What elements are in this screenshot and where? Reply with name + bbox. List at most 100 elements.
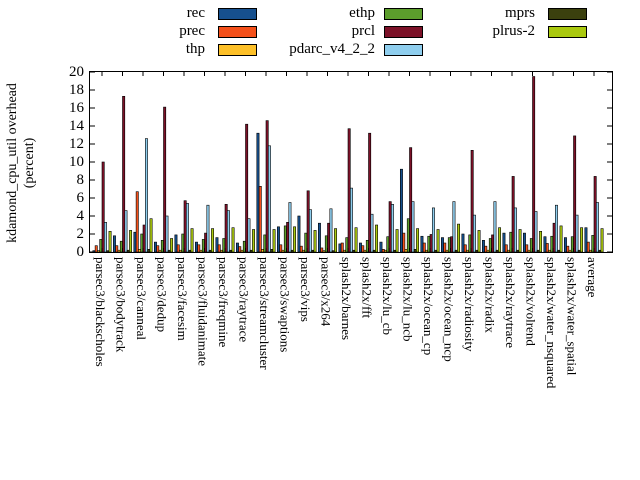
- bar-prcl: [245, 123, 249, 252]
- y-tick-label: 4: [76, 208, 85, 224]
- x-tick-label: parsec3/blackscholes: [93, 257, 108, 367]
- bar-prcl: [163, 106, 167, 252]
- x-tick-label: parsec3/freqmine: [216, 257, 231, 348]
- bar-prcl: [552, 222, 556, 252]
- bar-pdarc_v4_2_2: [411, 201, 415, 252]
- legend-label-prcl: prcl: [351, 23, 375, 39]
- bar-rec: [297, 215, 301, 252]
- bar-mprs: [475, 249, 479, 252]
- bar-rec: [563, 237, 567, 252]
- bar-thp: [322, 250, 326, 252]
- legend-swatch-prcl: [384, 26, 423, 38]
- bar-plrus-2: [170, 238, 174, 252]
- bar-thp: [179, 249, 183, 252]
- bar-prcl: [388, 201, 392, 252]
- bar-pdarc_v4_2_2: [472, 214, 476, 252]
- bar-mprs: [188, 249, 192, 252]
- bar-thp: [363, 249, 367, 252]
- bar-pdarc_v4_2_2: [390, 204, 394, 252]
- bar-prec: [443, 242, 447, 252]
- legend-swatch-plrus2: [548, 26, 587, 38]
- bar-pdarc_v4_2_2: [534, 211, 538, 252]
- legend-swatch-rec: [218, 8, 257, 20]
- y-tick-label: 2: [76, 226, 85, 242]
- bar-prcl: [368, 132, 372, 252]
- bar-mprs: [290, 249, 294, 252]
- bar-prec: [463, 244, 467, 252]
- bar-plrus-2: [498, 227, 501, 252]
- x-tick-label: parsec3/swaptions: [277, 257, 293, 353]
- x-tick-label: splash2x/water_nsquared: [544, 257, 559, 389]
- bar-pdarc_v4_2_2: [513, 207, 517, 252]
- bar-plrus-2: [539, 231, 542, 252]
- bar-thp: [220, 249, 223, 252]
- bar-prcl: [101, 161, 105, 252]
- bar-plrus-2: [354, 227, 358, 252]
- bar-prec: [217, 244, 221, 252]
- bar-pdarc_v4_2_2: [288, 202, 292, 252]
- bar-thp: [548, 249, 551, 252]
- legend-label-rec: rec: [186, 5, 205, 21]
- legend-swatch-prec: [218, 26, 257, 38]
- bar-pdarc_v4_2_2: [144, 138, 148, 252]
- bar-thp: [240, 249, 244, 252]
- bar-pdarc_v4_2_2: [575, 214, 579, 252]
- x-tick-label: parsec3/vips: [298, 257, 313, 322]
- bar-pdarc_v4_2_2: [186, 203, 189, 252]
- legend-label-ethp: ethp: [349, 5, 375, 21]
- bar-rec: [420, 235, 424, 252]
- bar-mprs: [352, 249, 356, 252]
- bar-rec: [543, 236, 547, 252]
- bar-thp: [568, 249, 572, 252]
- y-axis-label-line1: kdamond_cpu_util overhead: [5, 83, 20, 243]
- bar-plrus-2: [272, 229, 276, 252]
- bar-rec: [215, 237, 219, 252]
- bar-rec: [338, 243, 342, 252]
- bar-plrus-2: [190, 228, 194, 252]
- bar-thp: [158, 249, 162, 252]
- bar-thp: [281, 249, 285, 252]
- legend-label-thp: thp: [185, 41, 205, 57]
- legend-label-prec: prec: [179, 23, 205, 39]
- bar-mprs: [126, 249, 130, 252]
- bar-pdarc_v4_2_2: [227, 210, 230, 252]
- bar-plrus-2: [149, 218, 153, 252]
- bar-thp: [486, 249, 490, 252]
- x-tick-label: splash2x/volrend: [523, 257, 539, 346]
- legend-swatch-mprs: [548, 8, 587, 20]
- x-tick-label: parsec3/facesim: [175, 257, 190, 341]
- bar-thp: [97, 250, 101, 252]
- bar-rec: [236, 242, 239, 252]
- y-tick-label: 10: [69, 154, 84, 170]
- bar-thp: [527, 249, 531, 252]
- x-tick-label: splash2x/radiosity: [462, 257, 477, 352]
- bar-thp: [425, 249, 428, 252]
- y-tick-label: 12: [69, 136, 84, 152]
- bar-thp: [138, 249, 142, 252]
- bar-chart: [90, 72, 612, 252]
- bar-plrus-2: [375, 224, 378, 252]
- x-tick-label: splash2x/ocean_ncp: [441, 257, 457, 362]
- bar-prec: [197, 244, 201, 252]
- bar-mprs: [106, 250, 110, 252]
- bar-mprs: [557, 249, 561, 252]
- bar-rec: [461, 233, 465, 252]
- legend-label-pdarc: pdarc_v4_2_2: [289, 41, 375, 57]
- x-tick-label: parsec3/canneal: [134, 257, 149, 341]
- bar-prec: [94, 245, 98, 252]
- x-tick-label: parsec3/bodytrack: [113, 257, 129, 353]
- bar-mprs: [393, 249, 397, 252]
- bar-rec: [584, 227, 588, 252]
- bar-rec: [112, 235, 116, 252]
- bar-thp: [384, 249, 387, 252]
- bar-mprs: [270, 249, 274, 252]
- bar-prcl: [532, 76, 536, 252]
- bar-prec: [135, 191, 139, 252]
- bar-prec: [361, 245, 365, 252]
- x-tick-label: splash2x/radix: [482, 257, 498, 333]
- bar-rec: [256, 132, 260, 252]
- bar-plrus-2: [293, 226, 296, 252]
- plot-border: [89, 71, 613, 253]
- bar-prec: [484, 245, 488, 252]
